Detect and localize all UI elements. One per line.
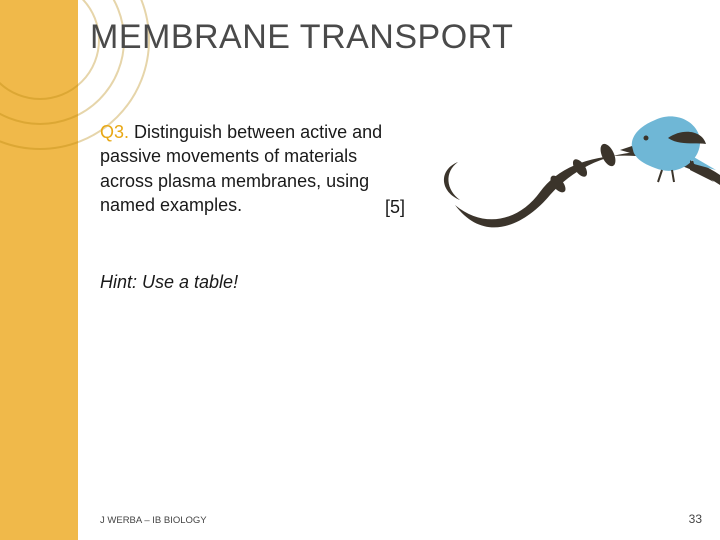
bird-on-branch-illustration xyxy=(430,100,720,260)
question-line-4: named examples. xyxy=(100,195,242,215)
question-block: Q3. Distinguish between active and passi… xyxy=(100,120,420,293)
page-title: MEMBRANE TRANSPORT xyxy=(90,18,513,57)
question-line-1: Distinguish between active and xyxy=(134,122,382,142)
question-line-3: across plasma membranes, using xyxy=(100,171,369,191)
bird-icon xyxy=(620,116,716,182)
marks-badge: [5] xyxy=(385,195,405,219)
question-label: Q3. xyxy=(100,122,129,142)
question-text: Q3. Distinguish between active and passi… xyxy=(100,120,420,217)
page-number: 33 xyxy=(689,512,702,526)
hint-text: Hint: Use a table! xyxy=(100,272,420,293)
question-line-2: passive movements of materials xyxy=(100,146,357,166)
left-accent-band xyxy=(0,0,78,540)
footer-author: J WERBA – IB BIOLOGY xyxy=(100,515,207,526)
branch-shape xyxy=(455,152,720,228)
slide: MEMBRANE TRANSPORT Q3. Distinguish betwe… xyxy=(0,0,720,540)
